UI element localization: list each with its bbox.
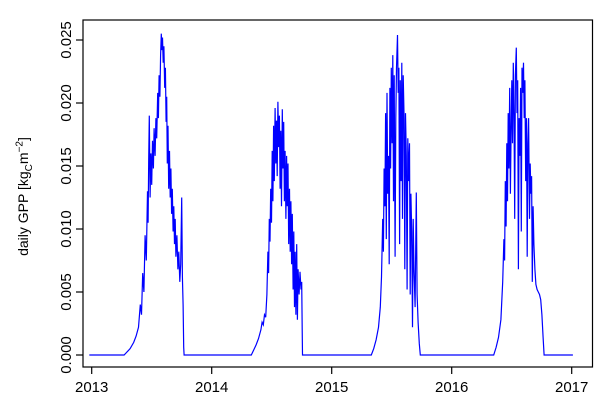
x-tick-label: 2017 [555,379,588,396]
y-axis-label-part: −2 [14,141,26,153]
x-tick-label: 2013 [75,379,108,396]
x-tick-label: 2015 [315,379,348,396]
y-axis-label-part: ] [15,137,32,142]
y-axis-label-part: C [23,164,35,172]
y-tick-label: 0.000 [58,336,75,374]
gpp-line [89,33,573,356]
y-axis-label-part: m [15,152,32,165]
y-tick-label: 0.025 [58,21,75,59]
y-tick-label: 0.010 [58,210,75,248]
x-tick-label: 2016 [435,379,468,396]
y-axis-label: daily GPP [kgCm−2] [12,50,35,344]
x-tick-label: 2014 [195,379,228,396]
y-axis-label-part: daily GPP [kg [15,171,32,256]
y-tick-label: 0.020 [58,84,75,122]
y-tick-label: 0.005 [58,273,75,311]
plot-box [82,19,594,368]
y-tick-label: 0.015 [58,147,75,185]
